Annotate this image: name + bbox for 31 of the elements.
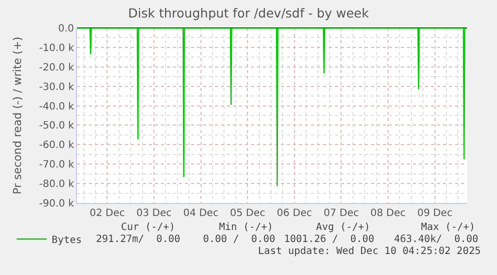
chart-title: Disk throughput for /dev/sdf - by week: [128, 5, 370, 20]
x-tick-label: 07 Dec: [324, 208, 359, 219]
y-tick-label: -90.0 k: [39, 198, 74, 210]
text: Cur (-/+): [121, 222, 176, 233]
x-tick-label: 09 Dec: [417, 208, 452, 219]
y-tick-label: -10.0 k: [39, 42, 74, 54]
text: 1001.26 / 0.00: [284, 234, 374, 245]
x-tick-label: 04 Dec: [183, 208, 218, 219]
text: 291.27m/ 0.00: [96, 234, 180, 245]
text: Avg (-/+): [316, 222, 370, 233]
legend-label: Bytes: [52, 234, 82, 246]
y-tick-label: -70.0 k: [39, 160, 74, 171]
y-tick-label: -60.0 k: [39, 140, 74, 152]
y-tick-label: 0.0: [58, 24, 74, 34]
x-tick-label: 02 Dec: [90, 208, 125, 219]
text: Max (-/+): [421, 222, 476, 233]
y-axis-title: Pr second read (-) / write (+): [10, 36, 24, 194]
text: Min (-/+): [219, 222, 274, 233]
y-tick-label: -50.0 k: [39, 120, 74, 132]
x-tick-label: 06 Dec: [276, 208, 312, 219]
line-series: [77, 28, 467, 187]
y-tick-label: -40.0 k: [39, 101, 74, 112]
text: 0.00 / 0.00: [203, 234, 276, 245]
text: 463.40k/ 0.00: [394, 234, 478, 245]
y-tick-label: -80.0 k: [39, 179, 74, 190]
x-tick-label: 05 Dec: [230, 208, 266, 219]
x-tick-label: 08 Dec: [370, 208, 406, 219]
y-tick-label: -20.0 k: [39, 62, 74, 74]
text: Last update: Wed Dec 10 04:25:02 2025: [258, 246, 481, 257]
x-tick-label: 03 Dec: [136, 208, 172, 219]
y-tick-label: -30.0 k: [39, 82, 74, 93]
